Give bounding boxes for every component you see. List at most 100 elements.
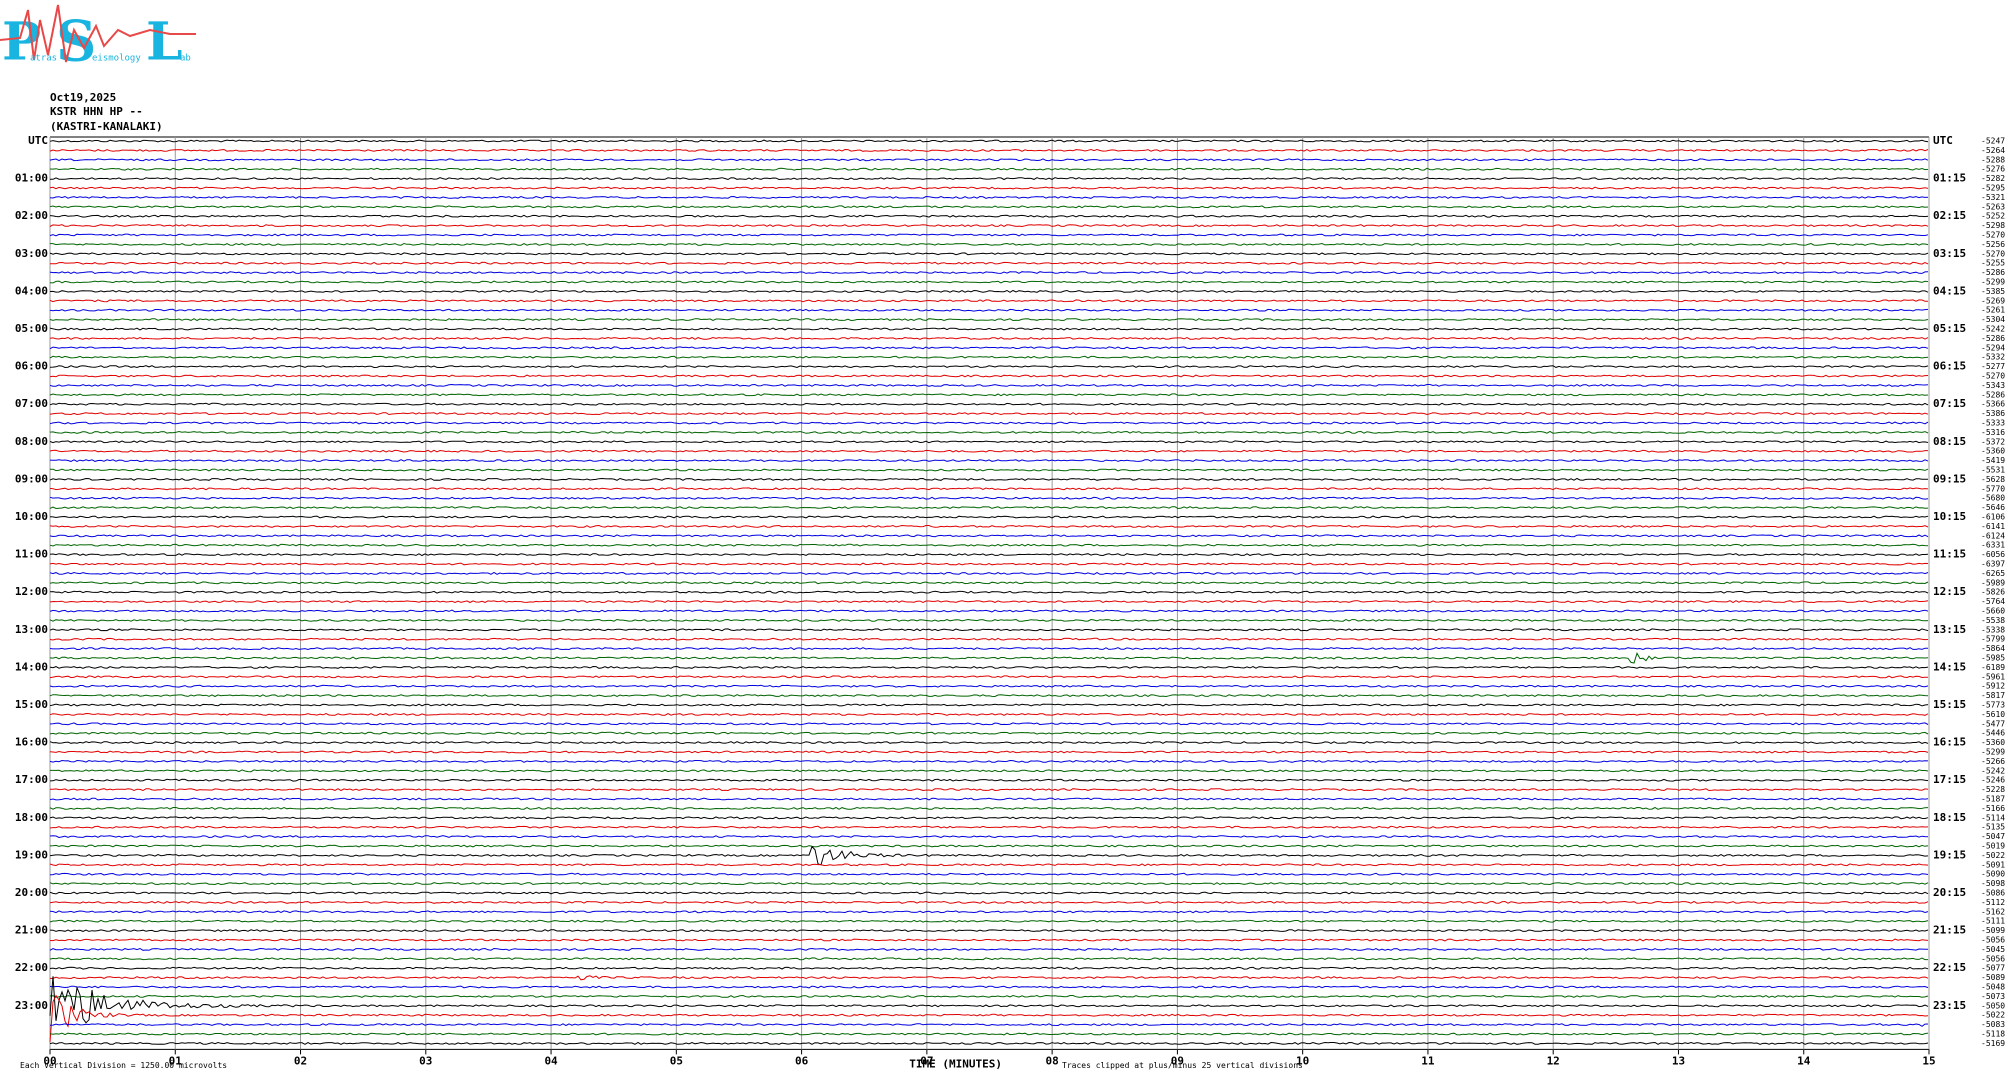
trace [49,459,1929,463]
offset-label: -5385 [1981,287,2005,296]
trace [49,233,1929,237]
trace [49,872,1929,876]
offset-label: -5419 [1981,456,2005,465]
trace [49,205,1929,209]
right-hour-label: 02:15 [1933,209,1966,222]
left-hour-label: 10:00 [15,510,48,523]
trace [49,797,1929,801]
left-hour-label: 04:00 [15,284,48,297]
trace [49,186,1929,190]
right-hour-label: 06:15 [1933,360,1966,373]
right-hour-label: 10:15 [1933,510,1966,523]
trace [49,652,1929,664]
right-hour-label: 22:15 [1933,961,1966,974]
offset-label: -6106 [1981,513,2005,522]
offset-label: -5089 [1981,973,2005,982]
offset-label: -5660 [1981,607,2005,616]
trace [49,440,1929,444]
trace [49,214,1929,218]
offset-label: -5912 [1981,682,2005,691]
trace [49,966,1929,970]
left-hour-label: 13:00 [15,623,48,636]
trace [49,562,1929,566]
offset-label: -5091 [1981,860,2005,869]
date: Oct19,2025 [50,91,116,104]
trace [49,816,1929,820]
logo-letter: P [2,12,41,73]
logo-wave [0,4,196,63]
offset-label: -5270 [1981,372,2005,381]
offset-label: -5770 [1981,484,2005,493]
offset-label: -5098 [1981,879,2005,888]
station: KSTR HHN HP -- [50,105,143,118]
offset-label: -5333 [1981,419,2005,428]
offset-label: -5048 [1981,983,2005,992]
offset-label: -5646 [1981,503,2005,512]
x-tick-label: 14 [1797,1054,1811,1067]
offset-label: -5386 [1981,409,2005,418]
offset-label: -5255 [1981,259,2005,268]
offset-label: -5047 [1981,832,2005,841]
right-hour-label: 17:15 [1933,773,1966,786]
trace [49,195,1929,199]
offset-label: -5246 [1981,776,2005,785]
trace [49,929,1929,933]
trace [49,534,1929,538]
trace [49,167,1929,171]
offset-label: -5360 [1981,447,2005,456]
trace [49,1032,1929,1036]
offset-label: -5083 [1981,1020,2005,1029]
right-hour-label: 23:15 [1933,999,1966,1012]
trace [49,882,1929,886]
offset-label: -5056 [1981,954,2005,963]
trace [49,722,1929,726]
trace [49,750,1929,754]
x-tick-label: 06 [795,1054,809,1067]
offset-label: -5286 [1981,334,2005,343]
logo: P S L atras eismology ab [0,4,196,75]
offset-label: -5764 [1981,597,2005,606]
trace [49,910,1929,914]
offset-label: -5304 [1981,315,2005,324]
offset-label: -5864 [1981,644,2005,653]
trace [49,994,1929,998]
offset-label: -5228 [1981,785,2005,794]
offset-label: -5299 [1981,278,2005,287]
trace [49,741,1929,745]
trace [49,252,1929,256]
offset-label: -5299 [1981,748,2005,757]
trace [49,571,1929,575]
trace [49,327,1929,331]
trace [49,628,1929,632]
trace [49,985,1929,989]
offset-label: -5295 [1981,184,2005,193]
right-hour-label: 07:15 [1933,397,1966,410]
offset-label: -6124 [1981,531,2005,540]
trace [49,684,1929,688]
offset-label: -5321 [1981,193,2005,202]
right-hour-label: 14:15 [1933,660,1966,673]
logo-letter: S [56,9,96,75]
trace [49,402,1929,406]
x-tick-label: 07 [920,1054,933,1067]
offset-label: -5985 [1981,654,2005,663]
logo-letter: L [146,12,183,73]
offset-label: -5256 [1981,240,2005,249]
right-hour-label: 16:15 [1933,736,1966,749]
trace [49,280,1929,284]
trace [49,355,1929,359]
right-hour-label: 15:15 [1933,698,1966,711]
offset-label: -5019 [1981,842,2005,851]
offset-label: -5282 [1981,174,2005,183]
offset-label: -5045 [1981,945,2005,954]
offset-label: -5090 [1981,870,2005,879]
offset-label: -5961 [1981,672,2005,681]
x-tick-label: 04 [544,1054,558,1067]
offset-label: -5538 [1981,616,2005,625]
trace [49,703,1929,707]
x-tick-label: 11 [1421,1054,1435,1067]
left-hour-label: 16:00 [15,736,48,749]
trace [49,506,1929,510]
right-hour-label: 05:15 [1933,322,1966,335]
trace [49,947,1929,951]
